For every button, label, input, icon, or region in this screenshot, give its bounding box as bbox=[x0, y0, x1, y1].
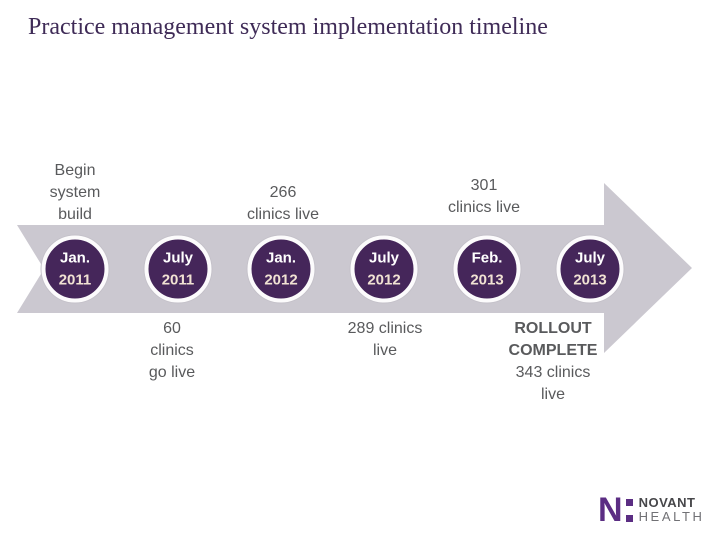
annotation-line: 60 bbox=[163, 320, 181, 337]
milestone-year: 2012 bbox=[367, 271, 401, 288]
annotation-line: COMPLETE bbox=[508, 342, 598, 359]
annotation-line: ROLLOUT bbox=[514, 320, 592, 337]
milestone-year: 2011 bbox=[58, 271, 92, 288]
novant-health-logo: N NOVANT HEALTH bbox=[598, 491, 705, 529]
annotation-line: clinics live bbox=[246, 206, 320, 223]
novant-n-mark-icon: N bbox=[598, 491, 623, 529]
milestone-month: July bbox=[574, 249, 605, 266]
annotation-line: 289 clinics bbox=[347, 320, 423, 337]
logo-name: NOVANT bbox=[638, 495, 696, 510]
milestone-year: 2013 bbox=[470, 271, 504, 288]
annotation-289-clinics-live: 289 clinics live bbox=[348, 318, 423, 362]
annotation-line: live bbox=[540, 386, 566, 403]
annotation-line: live bbox=[372, 342, 398, 359]
annotation-line: 343 clinics bbox=[515, 364, 591, 381]
milestone-month: Feb. bbox=[471, 249, 503, 266]
annotation-begin-system-build: Begin system build bbox=[50, 160, 101, 226]
annotation-line: system bbox=[49, 184, 101, 201]
milestone-jan-2012: Jan. 2012 bbox=[247, 235, 315, 303]
milestone-year: 2011 bbox=[161, 271, 195, 288]
logo-subname: HEALTH bbox=[638, 509, 705, 524]
logo-text: NOVANT HEALTH bbox=[639, 496, 705, 524]
annotation-line: 301 bbox=[470, 177, 498, 194]
milestone-month: Jan. bbox=[265, 249, 296, 266]
milestone-year: 2013 bbox=[573, 271, 607, 288]
annotation-line: go live bbox=[148, 364, 196, 381]
annotation-266-clinics-live: 266 clinics live bbox=[247, 182, 319, 226]
annotation-60-clinics-go-live: 60 clinics go live bbox=[149, 318, 195, 384]
milestone-july-2011: July 2011 bbox=[144, 235, 212, 303]
annotation-rollout-complete: ROLLOUT COMPLETE 343 clinics live bbox=[509, 318, 598, 406]
logo-colon-dot bbox=[625, 498, 633, 506]
milestone-jan-2011: Jan. 2011 bbox=[41, 235, 109, 303]
page-title: Practice management system implementatio… bbox=[28, 14, 548, 40]
milestone-july-2013: July 2013 bbox=[556, 235, 624, 303]
milestone-month: July bbox=[368, 249, 399, 266]
annotation-301-clinics-live: 301 clinics live bbox=[448, 175, 520, 219]
logo-colon-dot bbox=[625, 514, 633, 522]
annotation-line: Begin bbox=[54, 162, 96, 179]
milestone-month: July bbox=[162, 249, 193, 266]
annotation-line: 266 bbox=[269, 184, 297, 201]
annotation-line: clinics bbox=[150, 342, 194, 359]
annotation-line: clinics live bbox=[447, 199, 521, 216]
milestone-month: Jan. bbox=[59, 249, 90, 266]
milestone-feb-2013: Feb. 2013 bbox=[453, 235, 521, 303]
milestone-july-2012: July 2012 bbox=[350, 235, 418, 303]
milestone-year: 2012 bbox=[264, 271, 298, 288]
logo-colon-icon bbox=[625, 498, 633, 522]
annotation-line: build bbox=[58, 206, 92, 223]
